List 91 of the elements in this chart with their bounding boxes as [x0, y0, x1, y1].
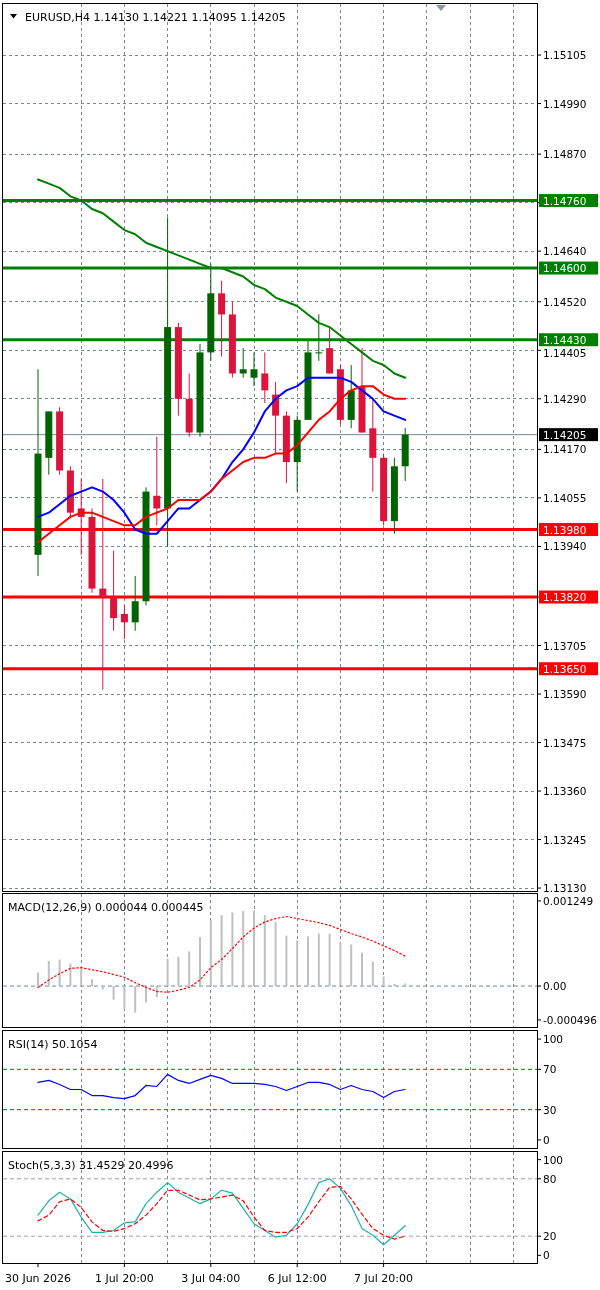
line-series	[37, 1185, 406, 1240]
candlestick	[261, 351, 269, 404]
bar	[393, 984, 396, 987]
y-tick-label: 1.14055	[543, 491, 587, 504]
ref-line-label: 1.13820	[543, 591, 587, 604]
y-tick-label: 1.14990	[543, 97, 587, 110]
bar	[155, 986, 158, 997]
x-tick-label: 30 Jun 2026	[4, 1271, 72, 1285]
candlestick	[99, 478, 107, 691]
bar	[361, 952, 363, 987]
candlestick	[120, 604, 128, 640]
y-tick-label: 1.15105	[543, 49, 587, 62]
bar	[112, 986, 115, 1000]
line-series	[37, 1073, 406, 1100]
y-tick-label: 1.14290	[543, 392, 587, 405]
x-tick-label: 1 Jul 20:00	[94, 1271, 154, 1285]
y-tick-label: 1.13475	[543, 736, 587, 749]
bar	[58, 959, 61, 987]
candlestick	[250, 351, 258, 387]
y-tick-label: 100	[543, 1033, 564, 1046]
bar	[231, 912, 234, 987]
y-tick-label: 1.13130	[543, 882, 587, 895]
ref-line-label: 1.14430	[543, 333, 587, 346]
y-tick-label: 1.14640	[543, 245, 587, 258]
bar	[350, 944, 353, 987]
bar	[220, 915, 223, 987]
bar	[328, 933, 331, 987]
bar	[253, 910, 255, 987]
bar	[371, 961, 374, 987]
y-tick-label: 100	[543, 1153, 564, 1166]
bar	[242, 911, 245, 987]
y-tick-label: 1.13245	[543, 833, 587, 846]
bar	[263, 915, 266, 987]
ref-line-label: 1.14760	[543, 194, 587, 207]
bar	[209, 919, 212, 987]
bar	[177, 956, 180, 987]
bar	[80, 966, 83, 987]
ref-line-label: 1.14600	[543, 262, 587, 275]
bar	[296, 940, 299, 987]
y-tick-label: 0	[543, 1249, 550, 1262]
y-tick-label: 20	[543, 1230, 557, 1243]
y-tick-label: 30	[543, 1103, 557, 1116]
bar	[145, 986, 147, 1003]
y-tick-label: 1.14405	[543, 346, 587, 359]
text: MACD(12,26,9) 0.000044 0.000445	[8, 900, 204, 914]
ref-line-label: 1.13980	[543, 523, 587, 536]
y-tick-label: 0.00	[543, 980, 567, 993]
bar	[404, 983, 407, 987]
y-tick-label: 1.14520	[543, 295, 587, 308]
x-tick-label: 7 Jul 20:00	[354, 1271, 414, 1285]
candlestick	[153, 436, 161, 526]
y-tick-label: 1.14170	[543, 443, 587, 456]
text: Stoch(5,3,3) 31.4529 20.4996	[8, 1158, 174, 1172]
bar	[69, 963, 72, 987]
y-tick-label: 1.13705	[543, 639, 587, 652]
bar	[188, 951, 191, 987]
y-tick-label: 1.14870	[543, 148, 587, 161]
line-series	[37, 1178, 406, 1246]
bar	[134, 986, 137, 1013]
text: RSI(14) 50.1054	[8, 1037, 98, 1051]
y-tick-label: 1.13360	[543, 785, 587, 798]
candlestick	[218, 280, 226, 358]
bar	[317, 933, 320, 987]
candlestick	[110, 550, 118, 632]
bar	[37, 972, 39, 987]
bar	[307, 936, 309, 987]
ref-line-label: 1.13650	[543, 662, 587, 675]
candlestick	[239, 347, 247, 379]
line-series	[37, 915, 406, 993]
bar	[339, 942, 342, 987]
y-tick-label: 0	[543, 1133, 550, 1146]
y-tick-label: 1.13590	[543, 688, 587, 701]
y-tick-label: -0.000496	[543, 1013, 598, 1026]
x-tick-label: 6 Jul 12:00	[267, 1271, 327, 1285]
bar	[123, 986, 126, 1010]
bar	[274, 921, 277, 987]
y-tick-label: 1.13940	[543, 540, 587, 553]
bar	[47, 960, 50, 987]
bar	[285, 935, 288, 987]
candlestick	[315, 313, 323, 362]
y-tick-label: 70	[543, 1063, 557, 1076]
bar	[382, 976, 385, 987]
text: EURUSD,H4 1.14130 1.14221 1.14095 1.14205	[25, 10, 286, 24]
bar	[199, 936, 201, 987]
y-tick-label: 80	[543, 1172, 557, 1185]
y-tick-label: 0.001249	[543, 894, 594, 907]
bar	[91, 979, 93, 987]
x-tick-label: 3 Jul 04:00	[181, 1271, 241, 1285]
candlestick	[131, 575, 139, 632]
bar	[166, 958, 169, 987]
text: 1.14205	[543, 428, 587, 441]
